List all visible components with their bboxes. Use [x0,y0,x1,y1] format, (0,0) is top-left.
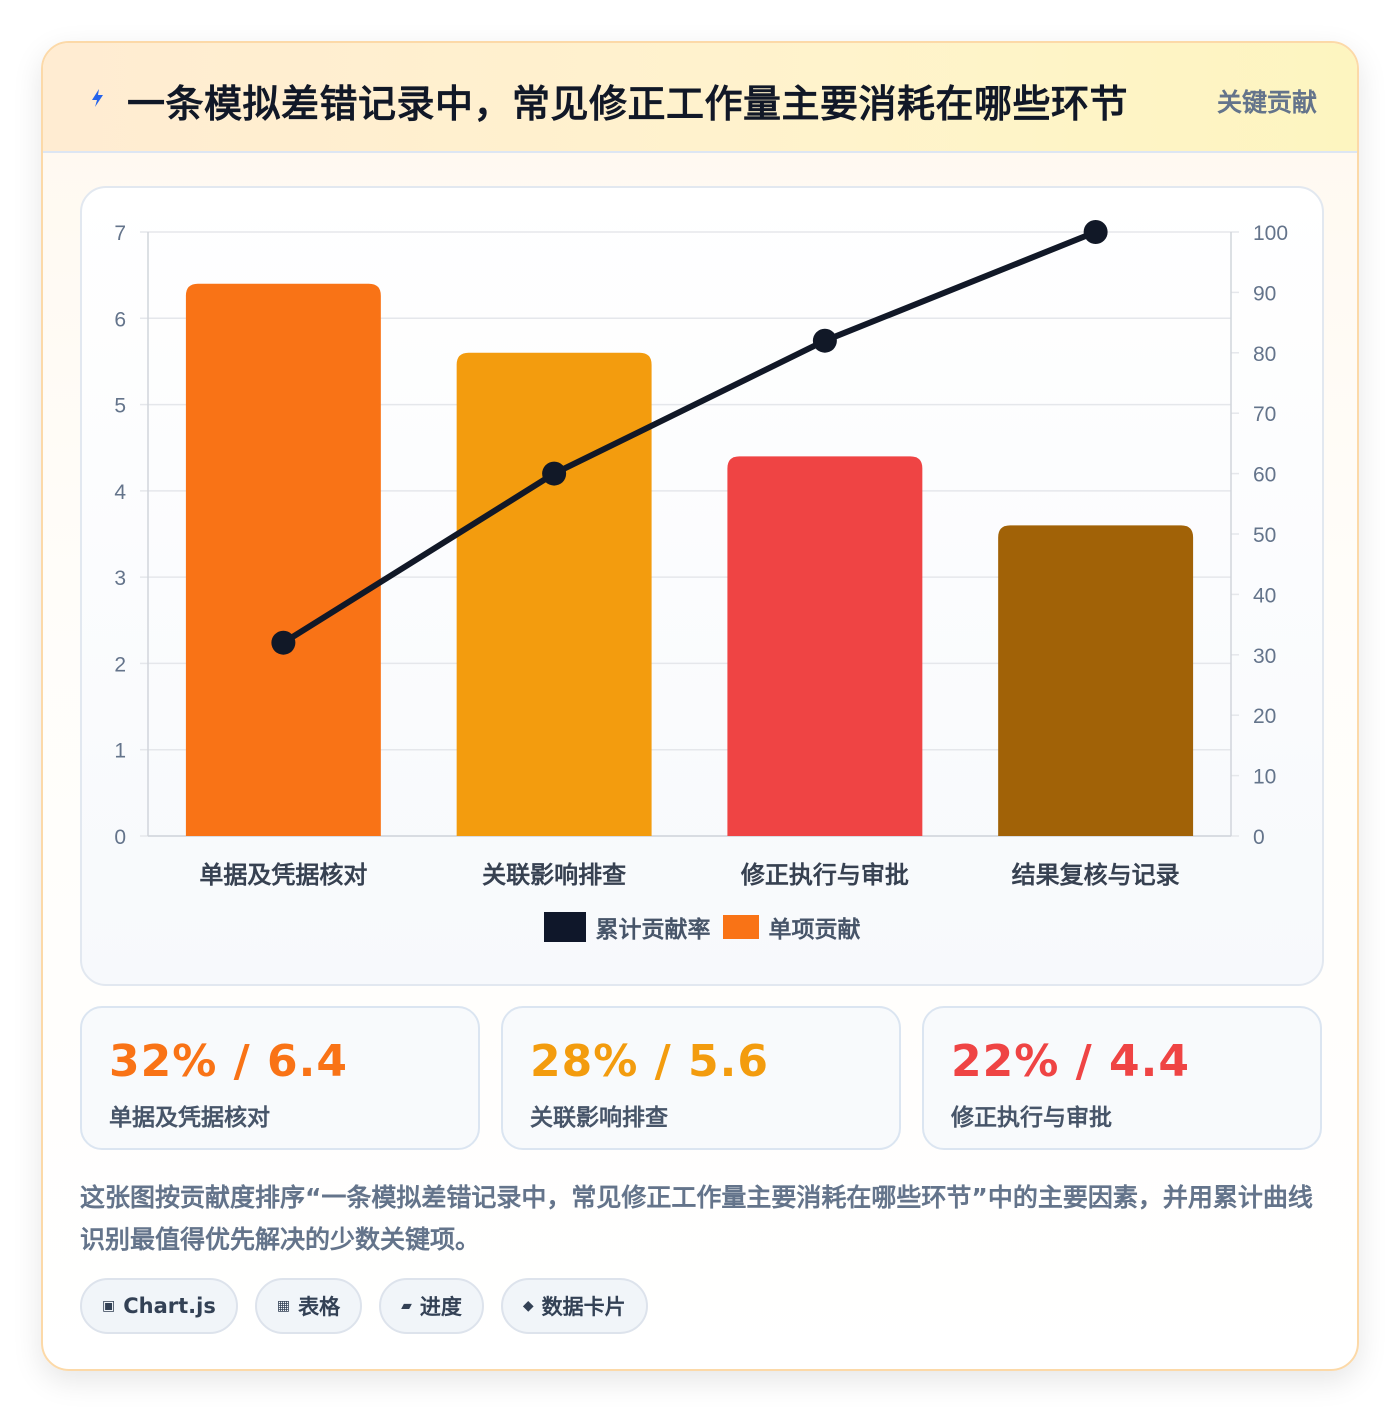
x-tick-label: 修正执行与审批 [740,861,909,889]
tech-chips: ▣ Chart.js ▦ 表格 ▰ 进度 ◆ 数据卡片 [80,1278,648,1334]
progress-icon: ▰ [401,1298,412,1314]
stat-value: 22% / 4.4 [951,1036,1190,1087]
stat-label: 修正执行与审批 [951,1105,1112,1131]
chart-legend: 累计贡献率 单项贡献 [82,910,1322,944]
chip-table[interactable]: ▦ 表格 [254,1278,363,1334]
x-tick-label: 单据及凭据核对 [199,861,367,889]
bar [727,456,923,836]
chip-chartjs[interactable]: ▣ Chart.js [80,1278,238,1334]
stat-card: 28% / 5.6 关联影响排查 [501,1006,901,1150]
legend-item-contribution[interactable]: 单项贡献 [722,910,861,944]
cumulative-line [281,229,1097,646]
y-right-tick-label: 50 [1253,524,1276,547]
y-right-tick-label: 80 [1253,343,1276,366]
cumulative-point [1083,220,1108,244]
stat-label: 关联影响排查 [530,1105,668,1131]
legend-label-cumulative: 累计贡献率 [595,917,711,943]
y-left-tick-label: 7 [114,222,126,245]
cumulative-point [542,461,567,486]
y-right-tick-label: 10 [1253,766,1276,789]
header-tag: 关键贡献 [1216,88,1317,117]
chip-label: 数据卡片 [541,1295,626,1319]
bar [185,283,381,836]
stat-card: 32% / 6.4 单据及凭据核对 [80,1006,480,1150]
chip-label: Chart.js [123,1294,216,1318]
cumulative-point [271,630,296,655]
chart-icon: ▣ [102,1298,116,1314]
page-title: 一条模拟差错记录中，常见修正工作量主要消耗在哪些环节 [127,82,1129,126]
y-right-tick-label: 40 [1253,584,1276,607]
card-header: 一条模拟差错记录中，常见修正工作量主要消耗在哪些环节 关键贡献 [43,43,1357,153]
y-right-tick-label: 60 [1253,464,1276,487]
y-left-tick-label: 3 [114,567,126,590]
stat-label: 单据及凭据核对 [109,1105,270,1131]
legend-label-contribution: 单项贡献 [768,917,861,943]
stat-value: 28% / 5.6 [530,1036,769,1087]
chip-label: 表格 [298,1295,341,1319]
bar [998,525,1194,836]
y-left-tick-label: 2 [114,653,126,676]
y-right-tick-label: 30 [1253,645,1276,668]
y-left-tick-label: 5 [114,395,126,418]
chip-progress[interactable]: ▰ 进度 [379,1278,484,1334]
chip-label: 进度 [419,1295,462,1319]
stat-cards: 32% / 6.4 单据及凭据核对 28% / 5.6 关联影响排查 22% /… [80,1006,1324,1150]
x-tick-label: 结果复核与记录 [1012,861,1180,889]
y-left-tick-label: 4 [114,481,126,504]
legend-item-cumulative[interactable]: 累计贡献率 [543,910,711,944]
table-icon: ▦ [276,1298,291,1314]
lightning-icon [92,89,103,107]
chip-data-card[interactable]: ◆ 数据卡片 [500,1278,648,1334]
chart-panel: 0 1 2 3 4 5 6 7 0 10 20 30 40 50 60 70 80 90 100 单据及凭据核对 关联影… [80,186,1324,986]
y-left-tick-label: 6 [114,308,126,331]
y-right-tick-label: 0 [1253,826,1265,849]
cumulative-point [812,328,837,353]
y-right-tick-label: 20 [1253,705,1276,728]
y-right-tick-label: 70 [1253,403,1276,426]
legend-swatch-cumulative [543,912,586,942]
y-left-tick-label: 0 [114,826,126,849]
diamond-icon: ◆ [522,1298,534,1314]
chart-card: 一条模拟差错记录中，常见修正工作量主要消耗在哪些环节 关键贡献 0 1 2 3 4 5 6 7… [41,41,1359,1371]
stat-value: 32% / 6.4 [109,1036,348,1087]
chart-description: 这张图按贡献度排序“一条模拟差错记录中，常见修正工作量主要消耗在哪些环节”中的主… [80,1183,1313,1254]
y-right-tick-label: 90 [1253,282,1276,305]
bar [456,352,652,836]
x-tick-label: 关联影响排查 [482,861,626,889]
y-left-tick-label: 1 [114,740,126,763]
y-right-tick-label: 100 [1253,222,1288,245]
legend-swatch-contribution [722,915,759,939]
stat-card: 22% / 4.4 修正执行与审批 [922,1006,1322,1150]
